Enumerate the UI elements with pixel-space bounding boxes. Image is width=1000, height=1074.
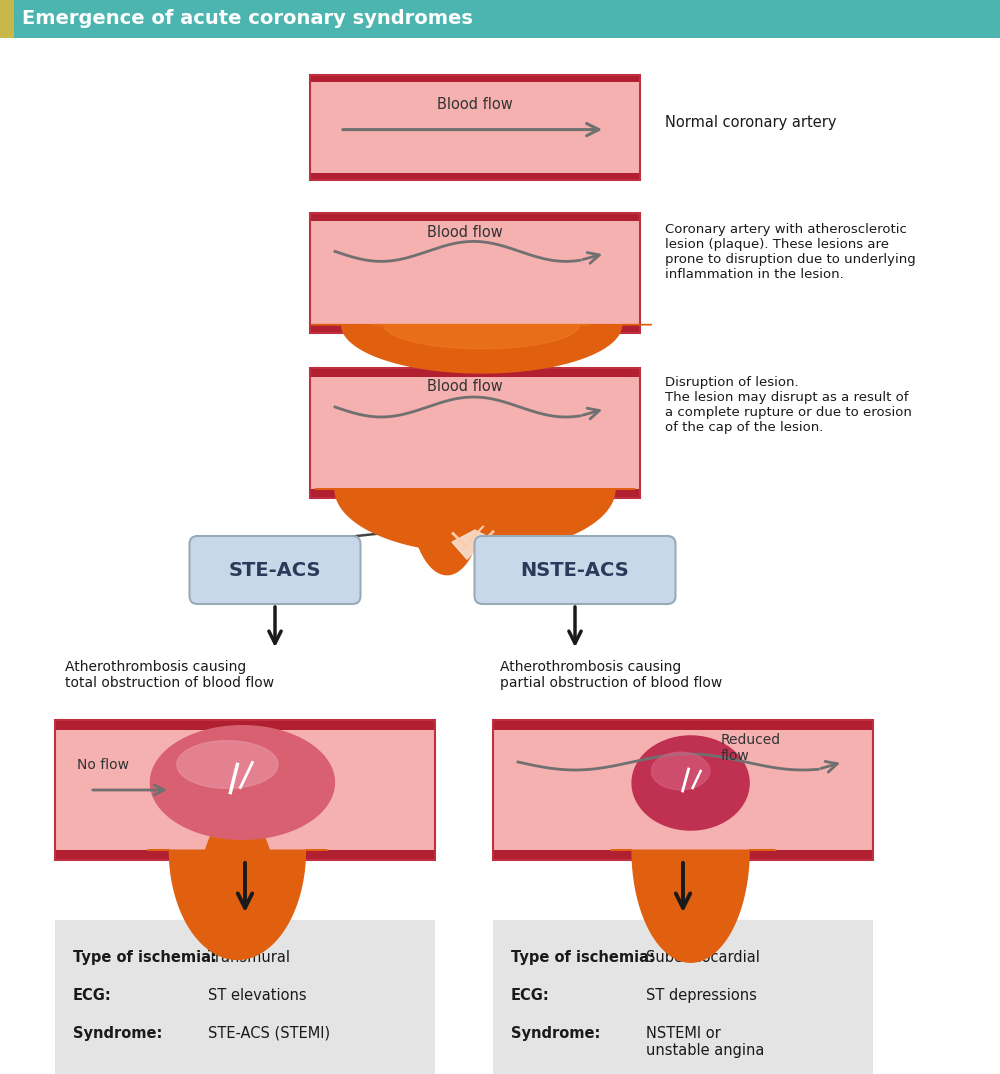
Bar [310,213,640,333]
Polygon shape [150,726,334,839]
Polygon shape [312,324,652,373]
Text: NSTEMI or
unstable angina: NSTEMI or unstable angina [646,1026,764,1058]
Polygon shape [611,851,776,962]
Bar [493,851,873,860]
Bar [493,720,873,730]
Polygon shape [374,324,590,349]
Text: ST depressions: ST depressions [646,988,757,1003]
Bar [55,851,435,860]
Polygon shape [177,741,278,788]
Bar [493,920,873,1074]
Bar [55,920,435,1074]
Text: Atherothrombosis causing
total obstruction of blood flow: Atherothrombosis causing total obstructi… [65,661,274,691]
Text: ECG:: ECG: [511,988,550,1003]
Text: Coronary artery with atherosclerotic
lesion (plaque). These lesions are
prone to: Coronary artery with atherosclerotic les… [665,223,916,281]
Polygon shape [315,489,635,552]
Text: Emergence of acute coronary syndromes: Emergence of acute coronary syndromes [22,10,473,29]
Text: No flow: No flow [77,758,129,772]
Polygon shape [452,531,498,560]
Bar [310,75,640,180]
Bar [310,489,640,498]
Bar [310,368,640,498]
Bar [0,0,1000,38]
Bar [310,213,640,221]
Text: Syndrome:: Syndrome: [73,1026,162,1041]
FancyBboxPatch shape [475,536,676,604]
Bar [493,720,873,860]
Polygon shape [315,489,635,575]
Text: Blood flow: Blood flow [427,379,503,394]
Text: ST elevations: ST elevations [208,988,307,1003]
Bar [310,75,640,180]
Polygon shape [205,823,269,851]
Text: STE-ACS (STEMI): STE-ACS (STEMI) [208,1026,330,1041]
Text: STE-ACS: STE-ACS [229,561,321,580]
Text: ECG:: ECG: [73,988,112,1003]
Text: Syndrome:: Syndrome: [511,1026,600,1041]
Text: Blood flow: Blood flow [437,97,513,112]
Polygon shape [632,736,749,830]
Bar [55,720,435,860]
Bar [0,0,14,38]
Text: Disruption of lesion.
The lesion may disrupt as a result of
a complete rupture o: Disruption of lesion. The lesion may dis… [665,376,912,434]
Text: Blood flow: Blood flow [427,224,503,240]
Bar [55,720,435,860]
FancyBboxPatch shape [190,536,360,604]
Polygon shape [651,752,710,789]
Text: Type of ischemia:: Type of ischemia: [73,950,217,966]
Bar [310,324,640,333]
Bar [310,368,640,377]
Text: NSTE-ACS: NSTE-ACS [521,561,629,580]
Text: Type of ischemia:: Type of ischemia: [511,950,655,966]
Bar [493,720,873,860]
Bar [310,213,640,333]
Text: Subendocardial: Subendocardial [646,950,760,966]
Text: Atherothrombosis causing
partial obstruction of blood flow: Atherothrombosis causing partial obstruc… [500,661,722,691]
Bar [55,720,435,730]
Text: Transmural: Transmural [208,950,290,966]
Bar [310,173,640,180]
Text: Normal coronary artery: Normal coronary artery [665,115,836,130]
Bar [310,368,640,498]
Bar [310,75,640,83]
Text: Reduced
flow: Reduced flow [721,732,781,764]
Polygon shape [147,851,327,959]
